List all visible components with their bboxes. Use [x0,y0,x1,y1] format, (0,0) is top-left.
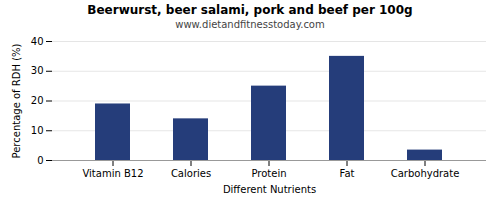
svg-text:Calories: Calories [171,168,211,179]
svg-text:20: 20 [31,95,44,106]
svg-text:10: 10 [31,125,44,136]
svg-text:40: 40 [31,36,44,47]
svg-text:Vitamin B12: Vitamin B12 [82,168,143,179]
html-text:www.dietandfitnesstoday.com: www.dietandfitnesstoday.com [175,19,325,30]
svg-text:30: 30 [31,65,44,76]
svg-text:Carbohydrate: Carbohydrate [391,168,460,179]
svg-text:Protein: Protein [251,168,286,179]
svg-text:Different Nutrients: Different Nutrients [223,184,316,195]
svg-text:Fat: Fat [340,168,355,179]
html-text:Beerwurst, beer salami, pork a: Beerwurst, beer salami, pork and beef pe… [87,3,413,17]
svg-text:0: 0 [37,155,43,166]
svg-text:Percentage of RDH (%): Percentage of RDH (%) [11,43,22,158]
